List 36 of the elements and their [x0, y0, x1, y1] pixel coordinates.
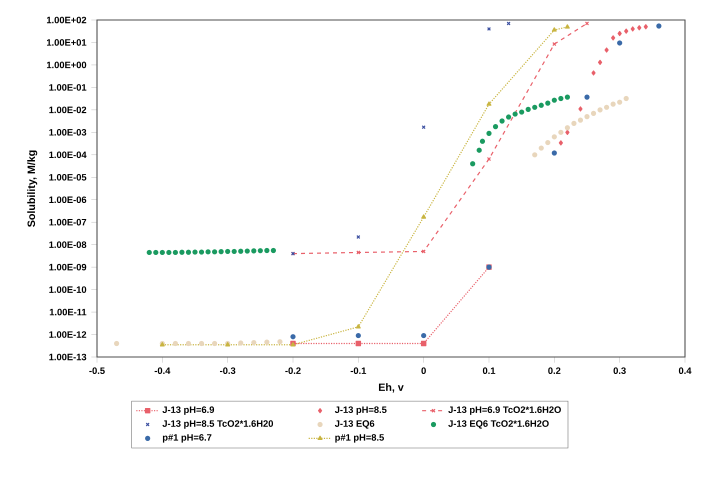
x-tick-label: 0.3	[614, 367, 626, 374]
legend-label: J-13 pH=8.5	[334, 406, 387, 415]
legend-label: J-13 EQ6 TcO2*1.6H2O	[448, 420, 549, 429]
x-tick-label: -0.4	[154, 367, 170, 374]
y-axis-title: Solubility, M/kg	[27, 150, 38, 227]
y-tick-label: 1.00E+02	[46, 16, 86, 24]
y-tick-label: 1.00E-01	[49, 84, 86, 91]
legend-label: p#1 pH=8.5	[335, 434, 384, 443]
x-tick-label: 0	[421, 367, 426, 374]
y-tick-label: 1.00E+01	[46, 39, 86, 46]
x-tick-label: 0.4	[678, 367, 692, 374]
y-tick-label: 1.00E-12	[49, 331, 86, 338]
y-tick-label: 1.00E+00	[46, 62, 86, 68]
y-tick-label: 1.00E-08	[49, 241, 86, 248]
y-tick-label: 1.00E-07	[49, 218, 86, 226]
y-tick-label: 1.00E-05	[49, 174, 86, 181]
x-tick-label: -0.3	[220, 367, 236, 374]
y-tick-label: 1.00E-10	[49, 286, 86, 293]
legend-label: p#1 pH=6.7	[162, 434, 212, 443]
x-tick-label: 0.1	[482, 367, 496, 374]
y-tick-label: 1.00E-06	[49, 196, 86, 204]
legend-label: J-13 pH=6.9	[162, 406, 214, 415]
x-tick-label: -0.5	[89, 367, 105, 374]
x-tick-label: -0.2	[285, 367, 301, 374]
y-tick-label: 1.00E-09	[49, 264, 86, 270]
y-tick-label: 1.00E-04	[49, 152, 87, 158]
legend-label: J-13 EQ6	[334, 420, 374, 429]
y-tick-label: 1.00E-02	[49, 106, 86, 114]
legend-label: J-13 pH=8.5 TcO2*1.6H20	[162, 420, 274, 429]
y-tick-label: 1.00E-03	[49, 129, 86, 136]
x-axis-title: Eh, v	[378, 383, 404, 393]
x-tick-label: 0.2	[548, 367, 560, 374]
y-tick-label: 1.00E-13	[49, 354, 86, 360]
legend-label: J-13 pH=6.9 TcO2*1.6H2O	[448, 406, 561, 415]
x-tick-label: -0.1	[350, 367, 366, 374]
y-tick-label: 1.00E-11	[50, 308, 86, 316]
